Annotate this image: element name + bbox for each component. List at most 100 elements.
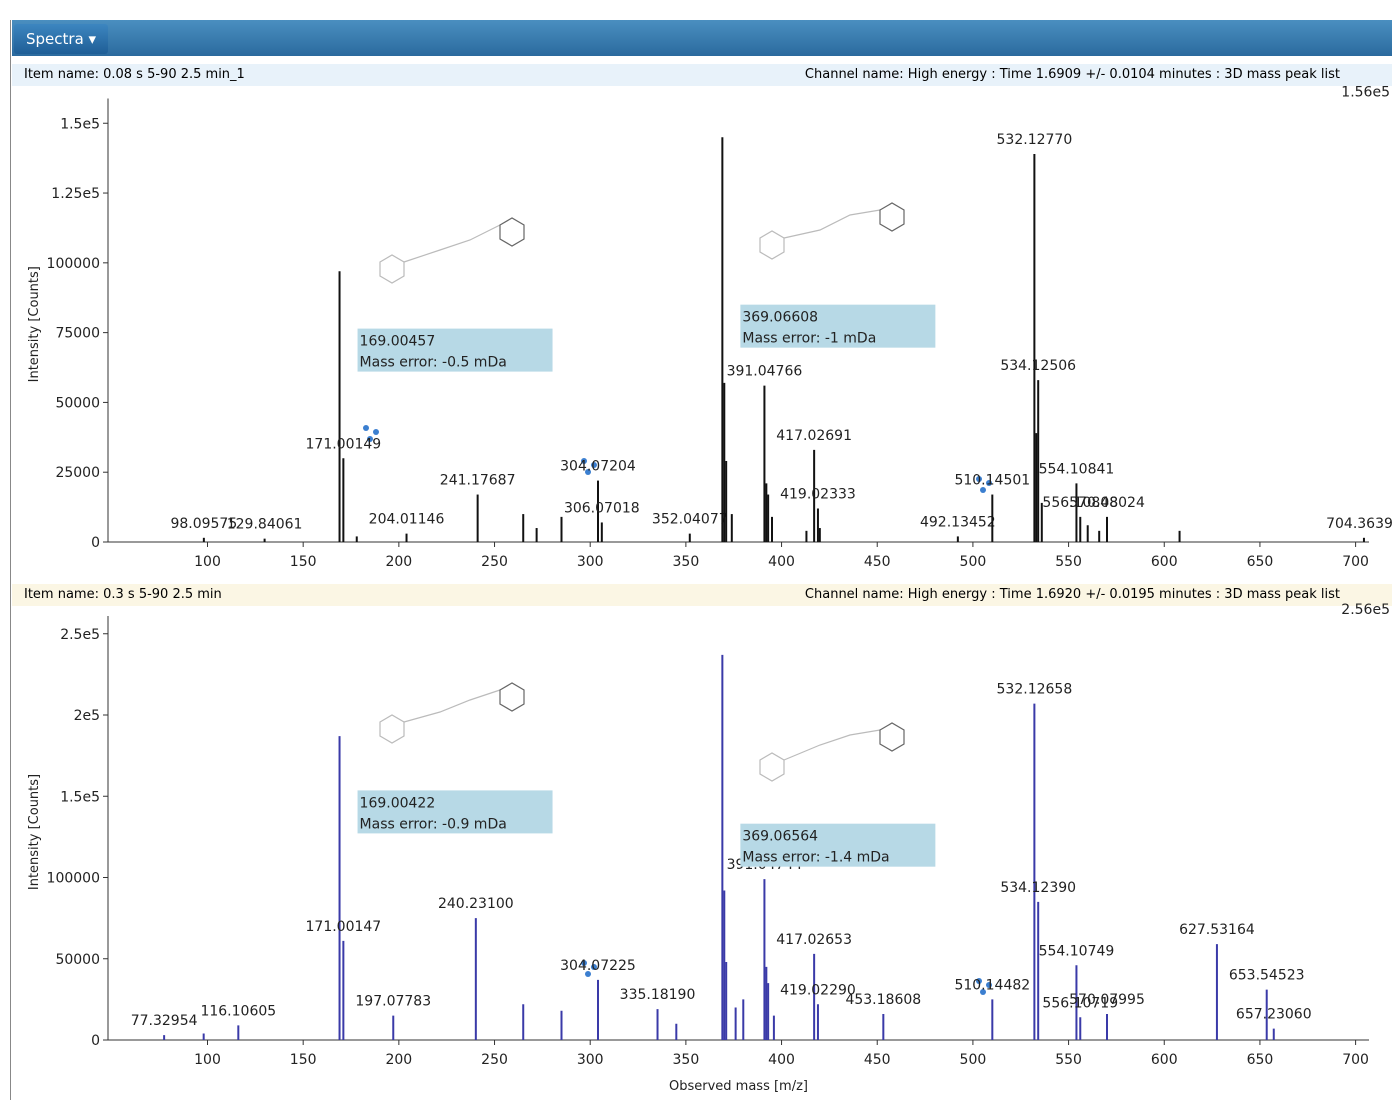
annotation-text: Mass error: -0.9 mDa [360,816,507,832]
y-tick-label: 100000 [47,871,100,887]
y-tick-label: 100000 [47,256,100,272]
y-tick-label: 1.25e5 [51,186,100,202]
x-tick-label: 600 [1151,1052,1178,1068]
x-tick-label: 550 [1055,1052,1082,1068]
item-header: Item name: 0.3 s 5-90 2.5 min Channel na… [12,584,1392,606]
peak-label: 204.01146 [369,512,445,528]
peak-label: 534.12390 [1000,880,1076,896]
x-tick-label: 200 [385,554,412,570]
peak-label: 352.04077 [652,512,728,528]
x-tick-label: 500 [960,554,987,570]
peak-label: 171.00149 [306,436,382,452]
x-tick-label: 250 [481,1052,508,1068]
peak-label: 77.32954 [131,1013,198,1029]
x-tick-label: 400 [768,1052,795,1068]
x-tick-label: 600 [1151,554,1178,570]
x-tick-label: 650 [1247,554,1274,570]
y-tick-label: 2.5e5 [60,627,100,643]
item-header: Item name: 0.08 s 5-90 2.5 min_1 Channel… [12,64,1392,86]
y-tick-label: 0 [91,535,100,551]
y-tick-label: 75000 [55,326,100,342]
peak-label: 304.07204 [560,459,636,475]
x-tick-label: 450 [864,554,891,570]
x-tick-label: 150 [290,554,317,570]
item-name: Item name: 0.3 s 5-90 2.5 min [24,587,222,602]
y-tick-label: 1.5e5 [60,116,100,132]
peak-label: 98.09575 [170,516,237,532]
x-tick-label: 550 [1055,554,1082,570]
item-name: Item name: 0.08 s 5-90 2.5 min_1 [24,67,245,82]
annotation-text: 369.06608 [742,310,818,326]
peak-label: 532.12658 [997,682,1073,698]
peak-label: 627.53164 [1179,922,1255,938]
annotation-text: 369.06564 [742,829,818,845]
y-axis-title: Intensity [Counts] [27,266,42,382]
annotation-box [740,304,936,348]
x-tick-label: 650 [1247,1052,1274,1068]
y-axis-title: Intensity [Counts] [27,774,42,890]
y-tick-label: 1.5e5 [60,789,100,805]
y-tick-label: 0 [91,1033,100,1049]
y-tick-label: 50000 [55,952,100,968]
scale-label: 1.56e5 [1341,85,1390,101]
x-tick-label: 200 [385,1052,412,1068]
peak-label: 419.02290 [780,982,856,998]
peak-label: 554.10749 [1039,943,1115,959]
peak-label: 534.12506 [1000,358,1076,374]
peak-label: 554.10841 [1039,461,1115,477]
annotation-text: 169.00422 [360,795,436,811]
molecule-sketches [379,202,905,782]
peak-label: 116.10605 [200,1003,276,1019]
peak-label: 306.07018 [564,500,640,516]
toolbar [12,20,1392,56]
x-tick-label: 400 [768,554,795,570]
peak-label: 510.14501 [954,473,1030,489]
peak-label: 417.02691 [776,428,852,444]
peak-label: 556.10719 [1042,995,1118,1011]
x-tick-label: 100 [194,1052,221,1068]
scale-label: 2.56e5 [1341,602,1390,618]
peak-label: 241.17687 [440,473,516,489]
annotation-text: 169.00457 [360,334,436,350]
y-tick-label: 2e5 [74,708,100,724]
peak-label: 129.84061 [227,517,303,533]
annotation-text: Mass error: -0.5 mDa [360,355,507,371]
x-tick-label: 300 [577,1052,604,1068]
annotation-text: Mass error: -1.4 mDa [742,850,889,866]
peak-label: 335.18190 [620,987,696,1003]
x-tick-label: 350 [673,554,700,570]
peak-label: 556.10848 [1042,495,1118,511]
peak-label: 453.18608 [845,992,921,1008]
peak-label: 657.23060 [1236,1007,1312,1023]
peak-label: 304.07225 [560,958,636,974]
peak-label: 197.07783 [355,994,431,1010]
peak-label: 570.08024 [1069,495,1145,511]
annotation-box [740,823,936,867]
x-tick-label: 700 [1342,554,1369,570]
channel-name: Channel name: High energy : Time 1.6920 … [804,587,1340,602]
annotation-box [357,790,553,834]
peak-label: 704.36393 [1326,516,1392,532]
x-tick-label: 250 [481,554,508,570]
tab-title: Spectra [26,30,84,48]
peak-label: 419.02333 [780,487,856,503]
peak-label: 391.04766 [727,364,803,380]
peak-label: 570.07995 [1069,992,1145,1008]
x-tick-label: 100 [194,554,221,570]
peak-label: 510.14482 [954,977,1030,993]
peak-label: 653.54523 [1229,968,1305,984]
x-tick-label: 450 [864,1052,891,1068]
peak-label: 492.13452 [920,514,996,530]
y-tick-label: 25000 [55,465,100,481]
cluster-icons [363,425,992,995]
x-tick-label: 150 [290,1052,317,1068]
spectra-tab[interactable]: Spectra ▾ [14,24,109,54]
x-axis-title: Observed mass [m/z] [669,1079,808,1094]
channel-name: Channel name: High energy : Time 1.6909 … [804,67,1340,82]
annotation-text: Mass error: -1 mDa [742,331,876,347]
x-tick-label: 500 [960,1052,987,1068]
peak-label: 417.02653 [776,932,852,948]
x-tick-label: 350 [673,1052,700,1068]
